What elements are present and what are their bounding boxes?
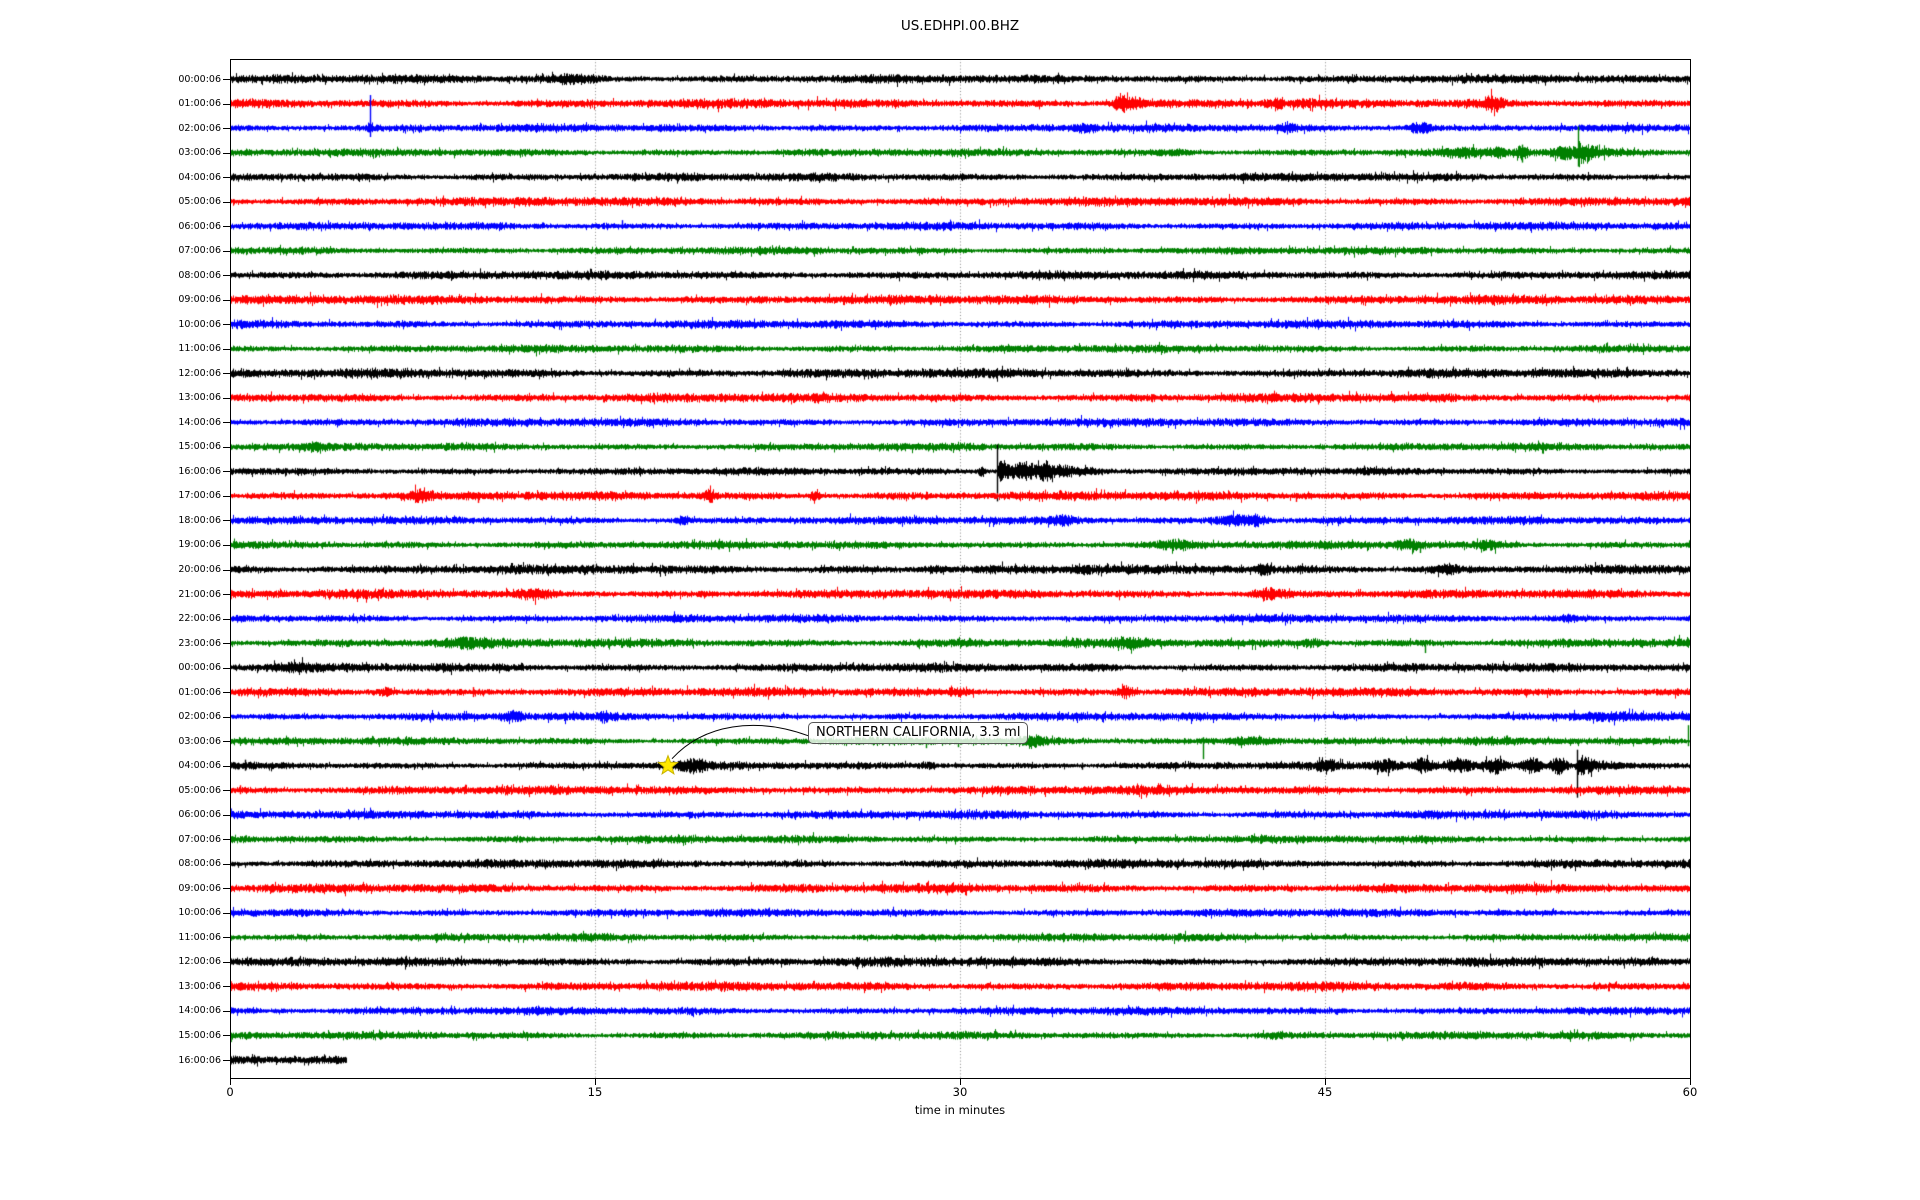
y-tick-label: 16:00:06 (178, 465, 221, 477)
y-tick-label: 15:00:06 (178, 441, 221, 453)
y-tick-mark (223, 667, 230, 669)
y-tick-label: 11:00:06 (178, 931, 221, 943)
y-tick-mark (223, 937, 230, 939)
x-tick-mark (595, 1078, 596, 1085)
x-tick-label: 15 (587, 1085, 603, 1099)
y-tick-mark (223, 299, 230, 301)
y-tick-label: 09:00:06 (178, 294, 221, 306)
x-tick-mark (1325, 1078, 1326, 1085)
x-tick-label: 45 (1317, 1085, 1333, 1099)
y-tick-mark (223, 912, 230, 914)
y-tick-mark (223, 692, 230, 694)
y-tick-label: 05:00:06 (178, 196, 221, 208)
y-tick-mark (223, 446, 230, 448)
y-tick-mark (223, 741, 230, 743)
x-tick-mark (230, 1078, 231, 1085)
x-tick-mark (960, 1078, 961, 1085)
y-tick-mark (223, 814, 230, 816)
y-tick-label: 01:00:06 (178, 686, 221, 698)
x-axis-title: time in minutes (914, 1103, 1006, 1117)
y-tick-label: 16:00:06 (178, 1054, 221, 1066)
y-tick-mark (223, 520, 230, 522)
y-tick-label: 11:00:06 (178, 343, 221, 355)
y-tick-mark (223, 201, 230, 203)
y-tick-label: 14:00:06 (178, 1005, 221, 1017)
y-tick-mark (223, 177, 230, 179)
y-tick-label: 18:00:06 (178, 514, 221, 526)
y-tick-label: 15:00:06 (178, 1029, 221, 1041)
y-tick-mark (223, 250, 230, 252)
y-tick-label: 08:00:06 (178, 858, 221, 870)
y-tick-label: 10:00:06 (178, 907, 221, 919)
x-tick-label: 60 (1682, 1085, 1698, 1099)
y-tick-mark (223, 275, 230, 277)
y-tick-label: 02:00:06 (178, 122, 221, 134)
y-tick-mark (223, 103, 230, 105)
y-tick-mark (223, 544, 230, 546)
y-tick-mark (223, 839, 230, 841)
y-tick-label: 05:00:06 (178, 784, 221, 796)
y-tick-label: 03:00:06 (178, 147, 221, 159)
waveform-canvas (230, 59, 1690, 1078)
y-tick-label: 12:00:06 (178, 956, 221, 968)
y-tick-mark (223, 863, 230, 865)
y-tick-mark (223, 594, 230, 596)
y-tick-label: 20:00:06 (178, 564, 221, 575)
y-tick-mark (223, 397, 230, 399)
y-tick-label: 12:00:06 (178, 367, 221, 379)
y-tick-label: 10:00:06 (178, 318, 221, 330)
y-tick-mark (223, 422, 230, 424)
y-tick-mark (223, 986, 230, 988)
y-tick-label: 07:00:06 (178, 245, 221, 257)
y-tick-mark (223, 569, 230, 571)
y-tick-label: 00:00:06 (178, 73, 221, 85)
y-tick-mark (223, 152, 230, 154)
y-tick-mark (223, 79, 230, 80)
y-tick-label: 13:00:06 (178, 980, 221, 992)
y-tick-mark (223, 324, 230, 326)
y-tick-mark (223, 348, 230, 350)
y-tick-label: 09:00:06 (178, 882, 221, 894)
x-tick-mark (1690, 1078, 1691, 1085)
y-tick-mark (223, 1060, 230, 1061)
y-tick-mark (223, 373, 230, 375)
y-tick-label: 07:00:06 (178, 833, 221, 845)
y-tick-mark (223, 790, 230, 792)
y-tick-label: 21:00:06 (178, 588, 221, 600)
y-tick-mark (223, 961, 230, 963)
y-tick-mark (223, 128, 230, 130)
y-tick-mark (223, 1035, 230, 1037)
y-tick-label: 17:00:06 (178, 490, 221, 502)
y-tick-label: 04:00:06 (178, 171, 221, 183)
y-tick-label: 23:00:06 (178, 637, 221, 649)
y-tick-mark (223, 1010, 230, 1012)
x-tick-label: 30 (952, 1085, 968, 1099)
y-tick-label: 00:00:06 (178, 662, 221, 674)
event-annotation: NORTHERN CALIFORNIA, 3.3 ml (808, 721, 1029, 744)
plot-title: US.EDHPI.00.BHZ (900, 18, 1020, 34)
y-tick-label: 14:00:06 (178, 416, 221, 428)
y-tick-label: 04:00:06 (178, 760, 221, 772)
y-tick-mark (223, 888, 230, 890)
y-tick-label: 13:00:06 (178, 392, 221, 404)
y-tick-mark (223, 716, 230, 718)
y-tick-label: 01:00:06 (178, 98, 221, 110)
y-tick-mark (223, 471, 230, 473)
y-tick-label: 02:00:06 (178, 711, 221, 723)
y-tick-mark (223, 618, 230, 620)
y-tick-label: 08:00:06 (178, 269, 221, 281)
y-tick-mark (223, 765, 230, 767)
y-tick-label: 22:00:06 (178, 613, 221, 625)
y-tick-label: 19:00:06 (178, 539, 221, 551)
y-tick-mark (223, 226, 230, 228)
x-tick-label: 0 (226, 1085, 234, 1099)
y-tick-mark (223, 643, 230, 645)
y-tick-label: 06:00:06 (178, 220, 221, 232)
y-tick-label: 03:00:06 (178, 735, 221, 747)
y-tick-label: 06:00:06 (178, 809, 221, 821)
y-tick-mark (223, 495, 230, 497)
